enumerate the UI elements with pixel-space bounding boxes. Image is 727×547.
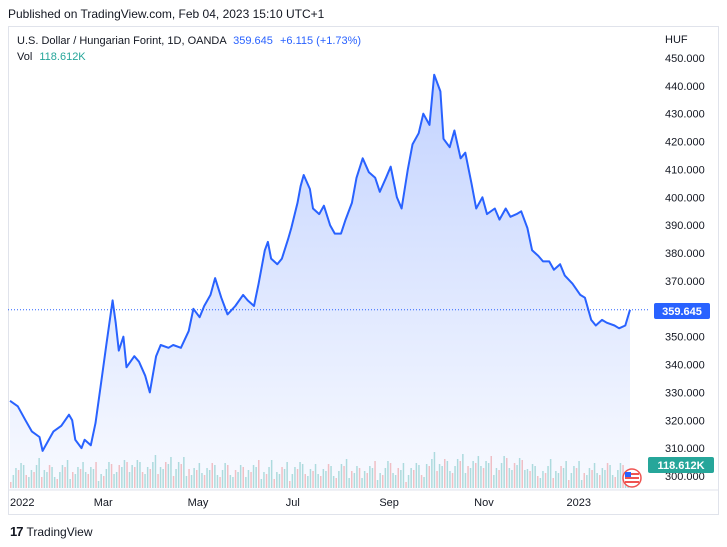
- y-tick-label: 430.000: [665, 109, 705, 121]
- volume-badge: 118.612K: [648, 457, 714, 473]
- us-flag-icon[interactable]: [622, 468, 642, 488]
- y-tick-label: 450.000: [665, 53, 705, 65]
- x-tick-label: Mar: [94, 497, 113, 509]
- volume-badge-label: 118.612K: [657, 460, 704, 472]
- legend-volume-row: Vol 118.612K: [17, 49, 361, 65]
- y-tick-label: 310.000: [665, 443, 705, 455]
- currency-label: HUF: [665, 34, 688, 46]
- time-axis[interactable]: 2022 Mar May Jul Sep Nov 2023: [8, 489, 719, 509]
- x-tick-label: Jul: [286, 497, 300, 509]
- symbol-label[interactable]: U.S. Dollar / Hungarian Forint, 1D, OAND…: [17, 35, 227, 47]
- footer: 17 TradingView: [10, 524, 93, 539]
- y-tick-label: 340.000: [665, 360, 705, 372]
- brand-name[interactable]: TradingView: [26, 524, 93, 539]
- y-tick-label: 300.000: [665, 471, 705, 483]
- legend-main-row: U.S. Dollar / Hungarian Forint, 1D, OAND…: [17, 33, 361, 49]
- volume-label[interactable]: Vol: [17, 51, 33, 63]
- x-tick-label: 2023: [566, 497, 590, 509]
- x-tick-label: Nov: [474, 497, 494, 509]
- legend: U.S. Dollar / Hungarian Forint, 1D, OAND…: [17, 33, 361, 65]
- chart-frame: [8, 26, 719, 515]
- published-note: Published on TradingView.com, Feb 04, 20…: [8, 7, 325, 21]
- x-tick-label: May: [188, 497, 209, 509]
- y-tick-label: 330.000: [665, 387, 705, 399]
- x-tick-label: 2022: [10, 497, 34, 509]
- volume-value: 118.612K: [39, 51, 86, 63]
- x-tick-label: Sep: [379, 497, 399, 509]
- price-change: +6.115 (+1.73%): [279, 35, 362, 47]
- y-tick-label: 440.000: [665, 81, 705, 93]
- y-tick-label: 420.000: [665, 137, 705, 149]
- price-badge-label: 359.645: [662, 306, 702, 318]
- y-tick-label: 350.000: [665, 332, 705, 344]
- y-tick-label: 410.000: [665, 164, 705, 176]
- y-tick-label: 390.000: [665, 220, 705, 232]
- last-price: 359.645: [233, 35, 273, 47]
- price-line: [9, 73, 631, 452]
- price-axis[interactable]: 450.000 440.000 430.000 420.000 410.000 400.0…: [665, 53, 705, 483]
- y-tick-label: 400.000: [665, 192, 705, 204]
- y-tick-label: 370.000: [665, 276, 705, 288]
- y-tick-label: 380.000: [665, 248, 705, 260]
- price-badge: 359.645: [654, 303, 710, 319]
- price-area: [10, 74, 630, 490]
- y-tick-label: 320.000: [665, 415, 705, 427]
- tradingview-logo-icon[interactable]: 17: [10, 524, 24, 539]
